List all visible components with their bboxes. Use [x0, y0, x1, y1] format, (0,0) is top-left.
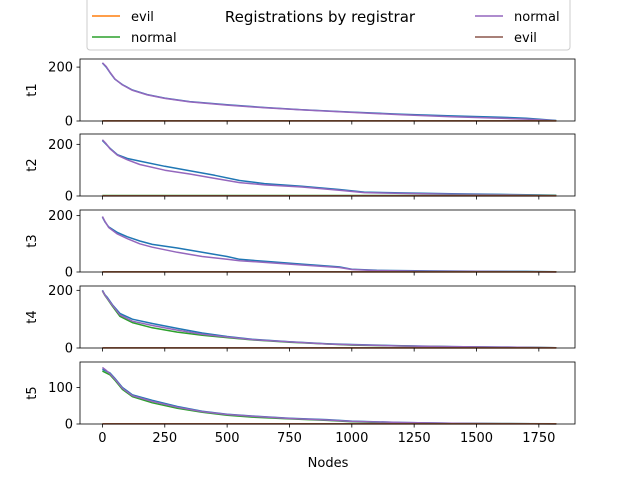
series-line-t3-1	[101, 216, 557, 273]
y-axis-label-t3: t3	[25, 234, 40, 247]
y-axis-label-t4: t4	[25, 310, 40, 323]
y-tick-label-t5-0: 0	[65, 418, 73, 433]
series-line-t4-2	[101, 290, 557, 349]
y-tick-label-t3-0: 0	[65, 266, 73, 281]
subplot-t3: 0 200 t3	[25, 209, 576, 281]
y-tick-label-t2-0: 0	[65, 190, 73, 205]
series-line-t3-0	[101, 216, 557, 273]
x-tick-label-750: 750	[277, 431, 302, 446]
series-line-t5-1	[102, 370, 557, 425]
y-axis-label-t1: t1	[25, 83, 40, 96]
subplot-t1: 0 200 t1	[25, 58, 576, 130]
legend: evil normal normal evil	[86, 0, 571, 51]
x-tick-label-1500: 1500	[460, 431, 493, 446]
legend-label-evil-brown: evil	[514, 31, 537, 46]
series-line-t4-0	[101, 289, 557, 349]
legend-label-normal-purple: normal	[514, 10, 560, 25]
x-tick-label-1750: 1750	[522, 431, 555, 446]
x-tick-label-500: 500	[215, 431, 240, 446]
legend-entry-evil-orange: evil	[92, 10, 154, 25]
y-tick-label-t3-200: 200	[48, 209, 73, 224]
series-line-t5-2	[101, 366, 557, 425]
subplot-t4: 0 200 t4	[25, 284, 576, 357]
y-tick-label-t4-200: 200	[48, 284, 73, 299]
legend-entry-evil-brown: evil	[475, 31, 537, 46]
y-tick-label-t1-0: 0	[65, 115, 73, 130]
legend-label-evil-orange: evil	[131, 10, 154, 25]
series-line-t2-0	[101, 139, 557, 196]
y-tick-label-t4-0: 0	[65, 342, 73, 357]
y-tick-label-t5-100: 100	[48, 381, 73, 396]
series-line-t1-1	[101, 62, 557, 122]
y-tick-label-t2-200: 200	[48, 138, 73, 153]
x-tick-label-0: 0	[98, 431, 106, 446]
series-line-t5-0	[102, 368, 557, 425]
axes-frame-t1	[79, 58, 576, 122]
y-axis-label-t5: t5	[25, 386, 40, 399]
subplot-t2: 0 200 t2	[25, 133, 576, 205]
legend-label-normal-green: normal	[131, 31, 177, 46]
y-axis-label-t2: t2	[25, 158, 40, 171]
axes-frame-t4	[79, 285, 576, 349]
legend-entry-normal-green: normal	[92, 31, 177, 46]
axes-frame-t3	[79, 209, 576, 273]
axes-frame-t2	[79, 133, 576, 197]
series-line-t4-1	[101, 290, 557, 349]
chart-title: Registrations by registrar	[225, 8, 416, 26]
x-tick-label-1250: 1250	[398, 431, 431, 446]
series-line-t2-1	[101, 139, 557, 197]
y-tick-label-t1-200: 200	[48, 61, 73, 76]
x-tick-label-1000: 1000	[335, 431, 368, 446]
x-tick-label-250: 250	[152, 431, 177, 446]
legend-frame	[86, 0, 571, 51]
x-axis-label: Nodes	[308, 456, 349, 471]
axes-frame-t5	[79, 361, 576, 425]
legend-entry-normal-purple: normal	[475, 10, 560, 25]
